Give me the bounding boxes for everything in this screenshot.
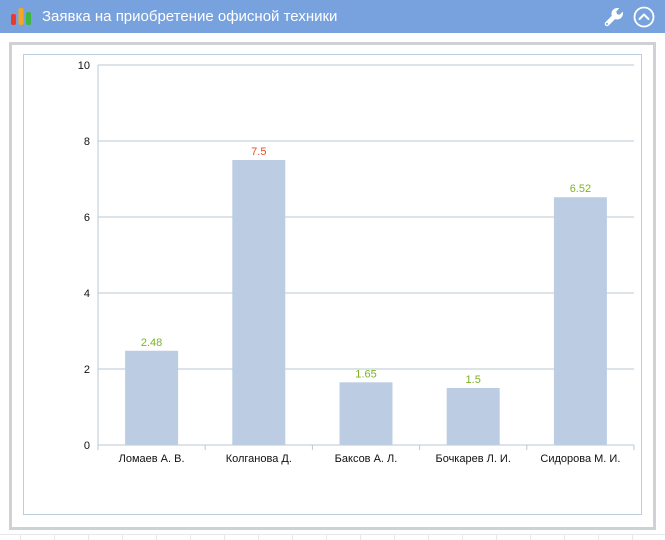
strip-tick	[564, 535, 565, 540]
data-label: 2.48	[141, 337, 162, 349]
data-label: 6.52	[570, 183, 591, 195]
strip-tick	[598, 535, 599, 540]
y-tick-label: 0	[84, 440, 90, 452]
bar[interactable]	[446, 388, 500, 445]
strip-tick	[292, 535, 293, 540]
data-label: 7.5	[251, 146, 266, 158]
strip-tick	[258, 535, 259, 540]
wrench-icon[interactable]	[603, 6, 625, 28]
y-tick-label: 6	[84, 212, 90, 224]
window-header: Заявка на приобретение офисной техники	[0, 0, 665, 33]
x-category-label: Баксов А. Л.	[335, 453, 398, 465]
strip-tick	[122, 535, 123, 540]
strip-tick	[496, 535, 497, 540]
y-tick-label: 10	[78, 60, 90, 72]
strip-tick	[530, 535, 531, 540]
bar[interactable]	[125, 350, 179, 445]
strip-tick	[156, 535, 157, 540]
strip-tick	[632, 535, 633, 540]
x-category-label: Сидорова М. И.	[540, 453, 620, 465]
data-label: 1.5	[466, 374, 481, 386]
chevron-up-circle-icon[interactable]	[633, 6, 655, 28]
bar[interactable]	[339, 382, 393, 445]
bar-chart-icon	[11, 8, 31, 25]
strip-tick	[20, 535, 21, 540]
strip-tick	[394, 535, 395, 540]
x-category-label: Бочкарев Л. И.	[435, 453, 510, 465]
data-label: 1.65	[355, 368, 376, 380]
x-category-label: Ломаев А. В.	[119, 453, 185, 465]
strip-tick	[462, 535, 463, 540]
chart-grid	[98, 64, 634, 370]
strip-tick	[360, 535, 361, 540]
window-title: Заявка на приобретение офисной техники	[42, 8, 338, 25]
bar[interactable]	[553, 197, 607, 445]
strip-tick	[326, 535, 327, 540]
bar[interactable]	[232, 160, 286, 445]
bottom-strip	[0, 534, 665, 540]
x-category-label: Колганова Д.	[226, 453, 292, 465]
strip-tick	[428, 535, 429, 540]
chart-bars	[125, 160, 607, 445]
y-tick-label: 4	[84, 288, 90, 300]
y-tick-label: 2	[84, 364, 90, 376]
chart-labels: 2.48 Ломаев А. В. 7.5 Колганова Д. 1.65 Баксо…	[119, 146, 621, 465]
strip-tick	[54, 535, 55, 540]
strip-tick	[190, 535, 191, 540]
strip-tick	[224, 535, 225, 540]
y-tick-label: 8	[84, 136, 90, 148]
strip-tick	[88, 535, 89, 540]
